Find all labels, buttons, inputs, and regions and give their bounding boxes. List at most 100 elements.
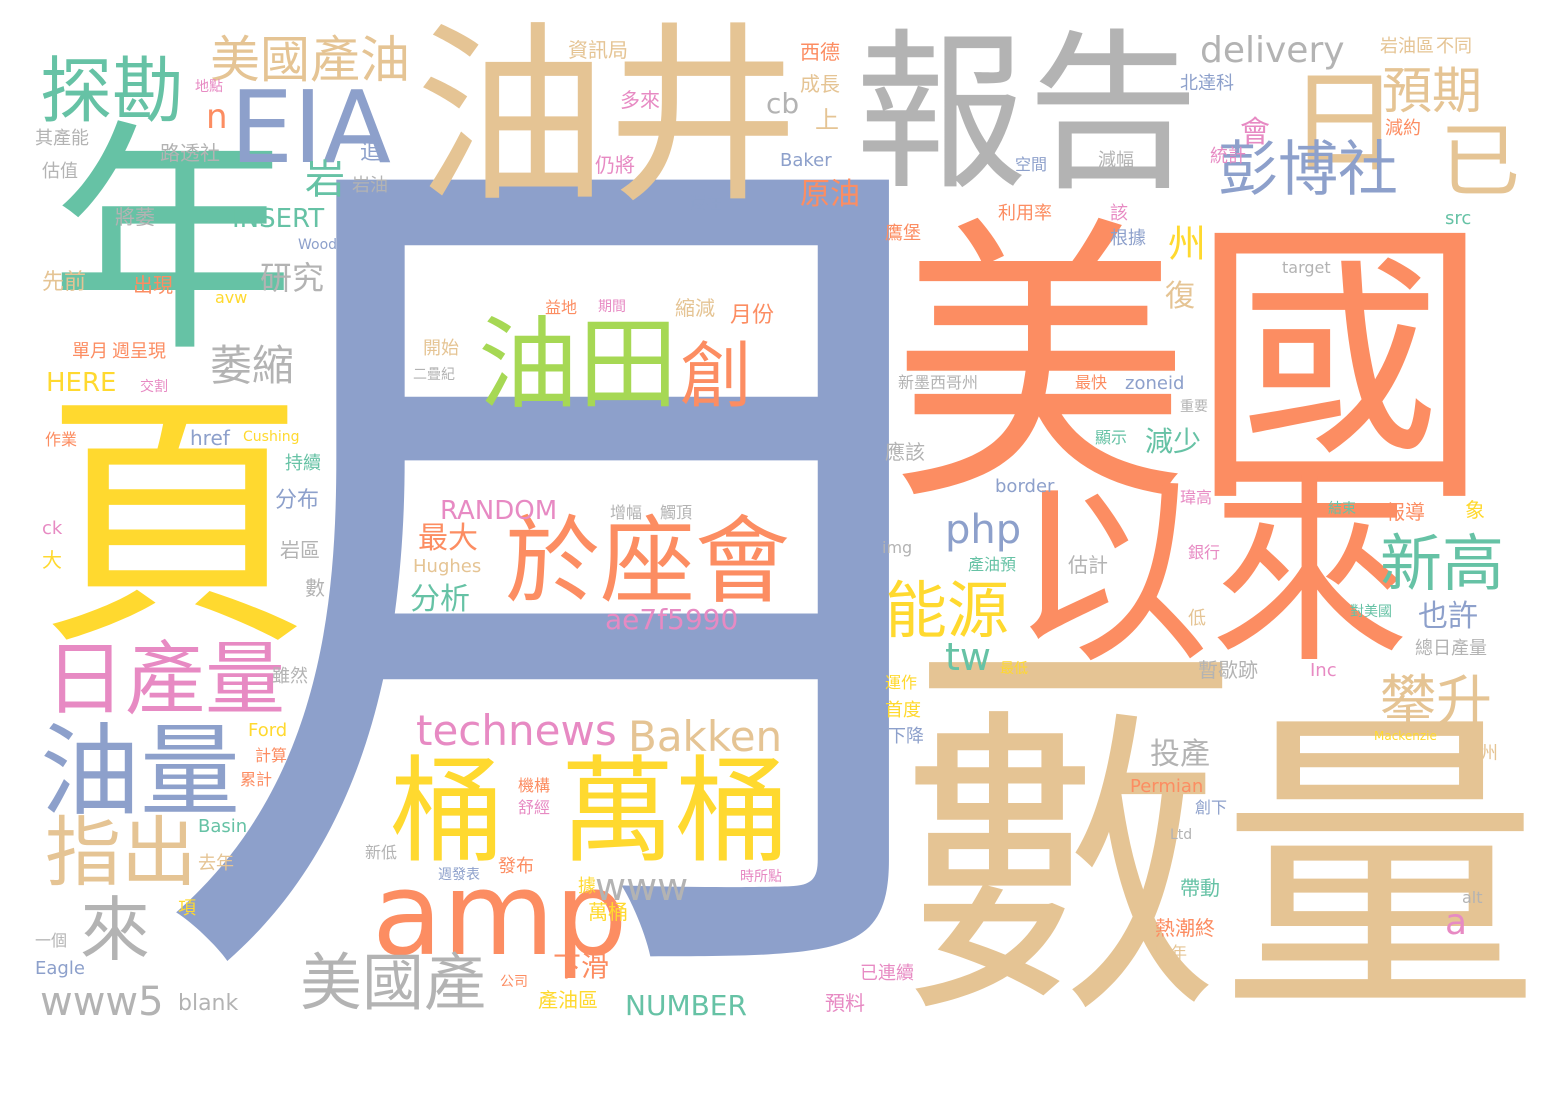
word-ziyunju: 資訊局 xyxy=(568,38,628,62)
word-butong: 不同 xyxy=(1436,36,1472,57)
word-rengjiang: 仍將 xyxy=(595,153,635,177)
word-alt: alt xyxy=(1462,888,1483,907)
word-eagle: Eagle xyxy=(35,958,85,979)
word-kongjian: 空間 xyxy=(1015,155,1048,174)
word-amp: amp xyxy=(372,848,628,982)
word-yuqi: 預期 xyxy=(1382,62,1482,120)
word-ltd: Ltd xyxy=(1170,827,1193,843)
word-wantong2: 萬桶 xyxy=(588,900,628,924)
word-guzhi: 估值 xyxy=(42,161,78,182)
word-qijian: 期間 xyxy=(598,299,626,315)
word-zanxie: 暫歇跡 xyxy=(1198,658,1258,682)
word-yidi: 益地 xyxy=(545,298,578,317)
word-yinhang: 銀行 xyxy=(1188,543,1221,562)
word-yanyou: 岩油 xyxy=(352,175,388,196)
word-fu: 復 xyxy=(1165,279,1195,314)
word-yige: 一個 xyxy=(35,931,68,950)
word-weisuo: 萎縮 xyxy=(210,341,295,390)
word-jieshu: 結束 xyxy=(1328,501,1356,517)
word-genju: 根據 xyxy=(1110,228,1146,249)
word-beidake: 北達科 xyxy=(1180,73,1234,94)
word-mackenzie: Mackenzie xyxy=(1374,729,1437,743)
word-xingao: 新高 xyxy=(1380,527,1505,600)
word-n: n xyxy=(206,97,228,137)
word-ford: Ford xyxy=(248,720,288,741)
word-sinian: 四年 xyxy=(1155,943,1188,962)
word-huanzai: 還在 xyxy=(690,193,723,212)
word-lutoushe: 路透社 xyxy=(160,141,220,165)
word-yuliao: 預料 xyxy=(825,991,865,1015)
word-tankan: 探勘 xyxy=(40,49,185,133)
word-yi2: 已 xyxy=(1440,115,1520,208)
word-re: 熱潮終 xyxy=(1155,916,1215,940)
word-ju: 據 xyxy=(578,876,596,897)
word-zhou: 州 xyxy=(1168,222,1207,266)
word-duolai: 多來 xyxy=(620,88,660,112)
word-baogao: 報告 xyxy=(855,13,1199,214)
word-jianyue: 減約 xyxy=(1385,118,1421,139)
word-yinggai: 應該 xyxy=(885,440,925,464)
word-zoneid: zoneid xyxy=(1125,373,1185,394)
word-didian: 地點 xyxy=(195,79,223,95)
word-gai: 該 xyxy=(1110,203,1128,224)
word-suojian: 縮減 xyxy=(675,296,715,320)
word-chuangxia: 創下 xyxy=(1195,798,1228,817)
word-number: NUMBER xyxy=(625,989,747,1022)
word-www5: www5 xyxy=(40,979,164,1025)
word-youliang: 油量 xyxy=(40,713,240,830)
word-touchan: 投產 xyxy=(1150,737,1210,772)
word-danyue: 單月 xyxy=(72,341,108,362)
word-yi: 一 xyxy=(915,504,1235,876)
word-delivery: delivery xyxy=(1200,30,1345,71)
word-xiangya: 瑋高 xyxy=(1180,488,1213,507)
word-yunzuo: 運作 xyxy=(885,673,918,692)
word-zongrichanliang: 總日產量 xyxy=(1415,638,1487,659)
word-xindi: 新低 xyxy=(365,843,398,862)
word-avw: avw xyxy=(215,288,248,307)
word-fabu: 發布 xyxy=(498,856,534,877)
word-erdieji: 二疊紀 xyxy=(413,367,455,383)
word-ri: 日 xyxy=(1288,59,1400,189)
word-xiang2: 項 xyxy=(178,898,196,919)
word-dezhou: 德州 xyxy=(1462,743,1498,764)
word-pengboshe: 彭博社 xyxy=(1218,135,1398,205)
word-img: img xyxy=(882,538,913,557)
word-jisuan: 計算 xyxy=(255,746,288,765)
word-chuang: 創 xyxy=(680,334,753,418)
word-fenxi: 分析 xyxy=(410,582,470,617)
word-daidong: 帶動 xyxy=(1180,876,1220,900)
word-meiguochan: 美國產 xyxy=(300,946,487,1019)
word-zhui: 追 xyxy=(360,140,383,165)
word-richanliang: 日產量 xyxy=(45,633,285,726)
word-zhichu: 指出 xyxy=(45,808,197,897)
word-gujia: 估計 xyxy=(1068,553,1108,577)
word-liyonglu: 利用率 xyxy=(998,203,1052,224)
word-xide: 西德 xyxy=(800,40,840,64)
word-yanyouqu: 岩油區 xyxy=(1380,36,1434,57)
word-yingjiaoyu: 鷹堡 xyxy=(885,223,921,244)
word-href: href xyxy=(190,426,230,450)
word-ye: 頁 xyxy=(40,367,310,682)
word-xiahua: 下滑 xyxy=(553,950,610,983)
word-cloud: 月 美國 數量 一 油井 報告 年 頁 以來 日 EIA 探勘 美國產油 油田 … xyxy=(35,13,1540,1031)
word-zengfu: 增幅 xyxy=(610,503,643,522)
word-yuanyou: 原油 xyxy=(800,177,860,212)
word-xianqian: 先前 xyxy=(42,270,87,295)
word-baodao: 報導 xyxy=(1385,500,1425,524)
word-qunian: 去年 xyxy=(198,853,234,874)
word-blank: blank xyxy=(178,991,239,1016)
word-zhoufabiao: 週發表 xyxy=(438,867,480,883)
word-gongsi: 公司 xyxy=(500,974,528,990)
word-yanqu: 岩區 xyxy=(280,538,320,562)
word-da: 大 xyxy=(42,548,62,572)
word-yexu: 也許 xyxy=(1418,599,1478,634)
word-zuikuai: 最快 xyxy=(1075,373,1108,392)
word-youtian: 油田 xyxy=(478,306,678,423)
word-chengzhang: 成長 xyxy=(800,72,840,96)
word-inc: Inc xyxy=(1310,660,1337,681)
word-bakken: Bakken xyxy=(628,712,783,761)
word-here: HERE xyxy=(46,368,117,398)
word-jigou: 機構 xyxy=(518,776,551,795)
word-yiyunxu: 已連續 xyxy=(860,963,914,984)
word-meiguochanyou: 美國產油 xyxy=(210,31,410,89)
